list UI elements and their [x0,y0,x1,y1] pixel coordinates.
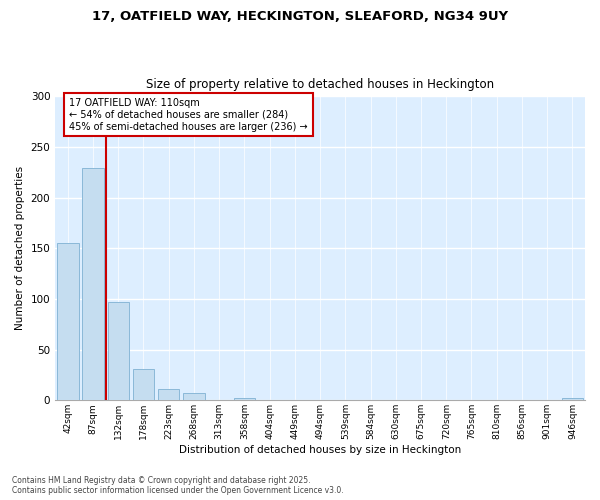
Bar [107,302,129,400]
Bar [233,398,255,400]
Text: 17 OATFIELD WAY: 110sqm
← 54% of detached houses are smaller (284)
45% of semi-d: 17 OATFIELD WAY: 110sqm ← 54% of detache… [69,98,308,132]
X-axis label: Distribution of detached houses by size in Heckington: Distribution of detached houses by size … [179,445,461,455]
Bar [158,389,179,400]
Bar [183,393,205,400]
Bar [82,168,104,400]
Y-axis label: Number of detached properties: Number of detached properties [15,166,25,330]
Bar [562,398,583,400]
Bar [57,243,79,400]
Text: 17, OATFIELD WAY, HECKINGTON, SLEAFORD, NG34 9UY: 17, OATFIELD WAY, HECKINGTON, SLEAFORD, … [92,10,508,23]
Text: Contains HM Land Registry data © Crown copyright and database right 2025.
Contai: Contains HM Land Registry data © Crown c… [12,476,344,495]
Title: Size of property relative to detached houses in Heckington: Size of property relative to detached ho… [146,78,494,91]
Bar [133,369,154,400]
